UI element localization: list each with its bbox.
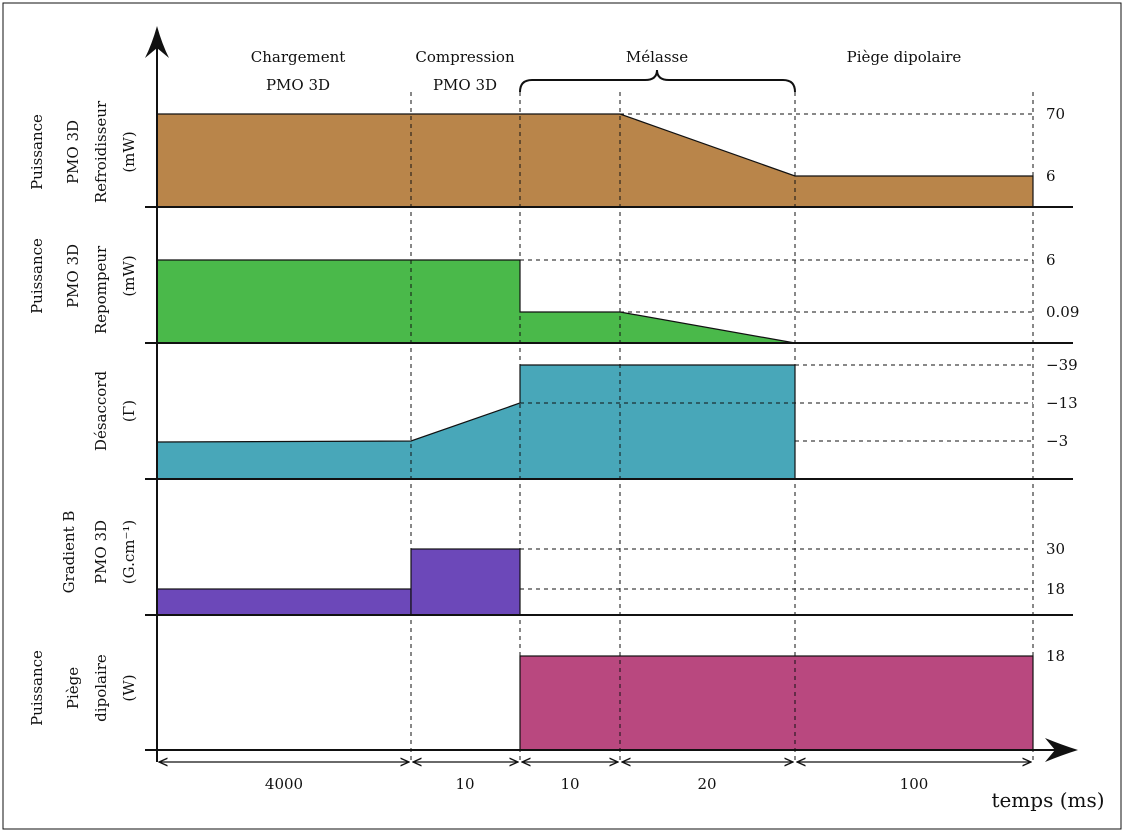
duration-compression: 10 bbox=[455, 775, 474, 793]
time-axis-arrowhead bbox=[1045, 738, 1078, 762]
value-repomp-009: 0.09 bbox=[1046, 303, 1079, 321]
refroid-label-3: Refroidisseur bbox=[92, 100, 110, 203]
value-refroid-70: 70 bbox=[1046, 105, 1065, 123]
gradient-label-2: PMO 3D bbox=[92, 520, 110, 584]
value-desaccord-3: −3 bbox=[1046, 432, 1068, 450]
value-gradient-18: 18 bbox=[1046, 580, 1065, 598]
repomp-label-3: Repompeur bbox=[92, 245, 110, 334]
value-dipole-18: 18 bbox=[1046, 647, 1065, 665]
value-desaccord-39: −39 bbox=[1046, 356, 1078, 374]
gradient-label-1: Gradient B bbox=[60, 511, 78, 594]
phase-chargement-line2: PMO 3D bbox=[266, 76, 330, 94]
duration-chargement: 4000 bbox=[265, 775, 303, 793]
gradient-label-3: (G.cm⁻¹) bbox=[120, 520, 138, 584]
duration-piege: 100 bbox=[900, 775, 929, 793]
duration-melasse-1: 10 bbox=[560, 775, 579, 793]
gradient-high-area bbox=[410, 548, 521, 616]
refroidisseur-power-area bbox=[156, 113, 1034, 208]
value-refroid-6: 6 bbox=[1046, 167, 1056, 185]
refroid-label-1: Puissance bbox=[28, 114, 46, 190]
dipole-label-2: Piège bbox=[64, 667, 82, 709]
value-desaccord-13: −13 bbox=[1046, 394, 1078, 412]
repomp-label-1: Puissance bbox=[28, 238, 46, 314]
phase-compression-line1: Compression bbox=[415, 48, 515, 66]
desaccord-label-2: (Γ) bbox=[120, 400, 138, 422]
time-axis-label: temps (ms) bbox=[991, 788, 1104, 812]
melasse-brace bbox=[519, 69, 796, 93]
refroid-label-4: (mW) bbox=[120, 131, 138, 172]
refroid-label-2: PMO 3D bbox=[64, 120, 82, 184]
dipole-label-1: Puissance bbox=[28, 650, 46, 726]
repomp-label-4: (mW) bbox=[120, 255, 138, 296]
desaccord-label-1: Désaccord bbox=[92, 371, 110, 452]
phase-compression-line2: PMO 3D bbox=[433, 76, 497, 94]
y-axis-arrowhead bbox=[145, 26, 169, 58]
phase-piege-dipolaire: Piège dipolaire bbox=[847, 48, 962, 66]
value-gradient-30: 30 bbox=[1046, 540, 1065, 558]
dipole-label-4: (W) bbox=[120, 674, 138, 701]
reference-lines bbox=[520, 113, 1033, 590]
repomp-label-2: PMO 3D bbox=[64, 244, 82, 308]
phase-chargement-line1: Chargement bbox=[251, 48, 346, 66]
value-repomp-6: 6 bbox=[1046, 251, 1056, 269]
desaccord-area bbox=[156, 364, 796, 480]
phase-melasse: Mélasse bbox=[626, 48, 688, 66]
gradient-low-area bbox=[156, 588, 412, 616]
repompeur-power-area bbox=[156, 259, 796, 344]
duration-melasse-2: 20 bbox=[697, 775, 716, 793]
dipole-label-3: dipolaire bbox=[92, 654, 110, 722]
panel-separators bbox=[145, 206, 1073, 616]
dipole-power-area bbox=[519, 655, 1034, 751]
